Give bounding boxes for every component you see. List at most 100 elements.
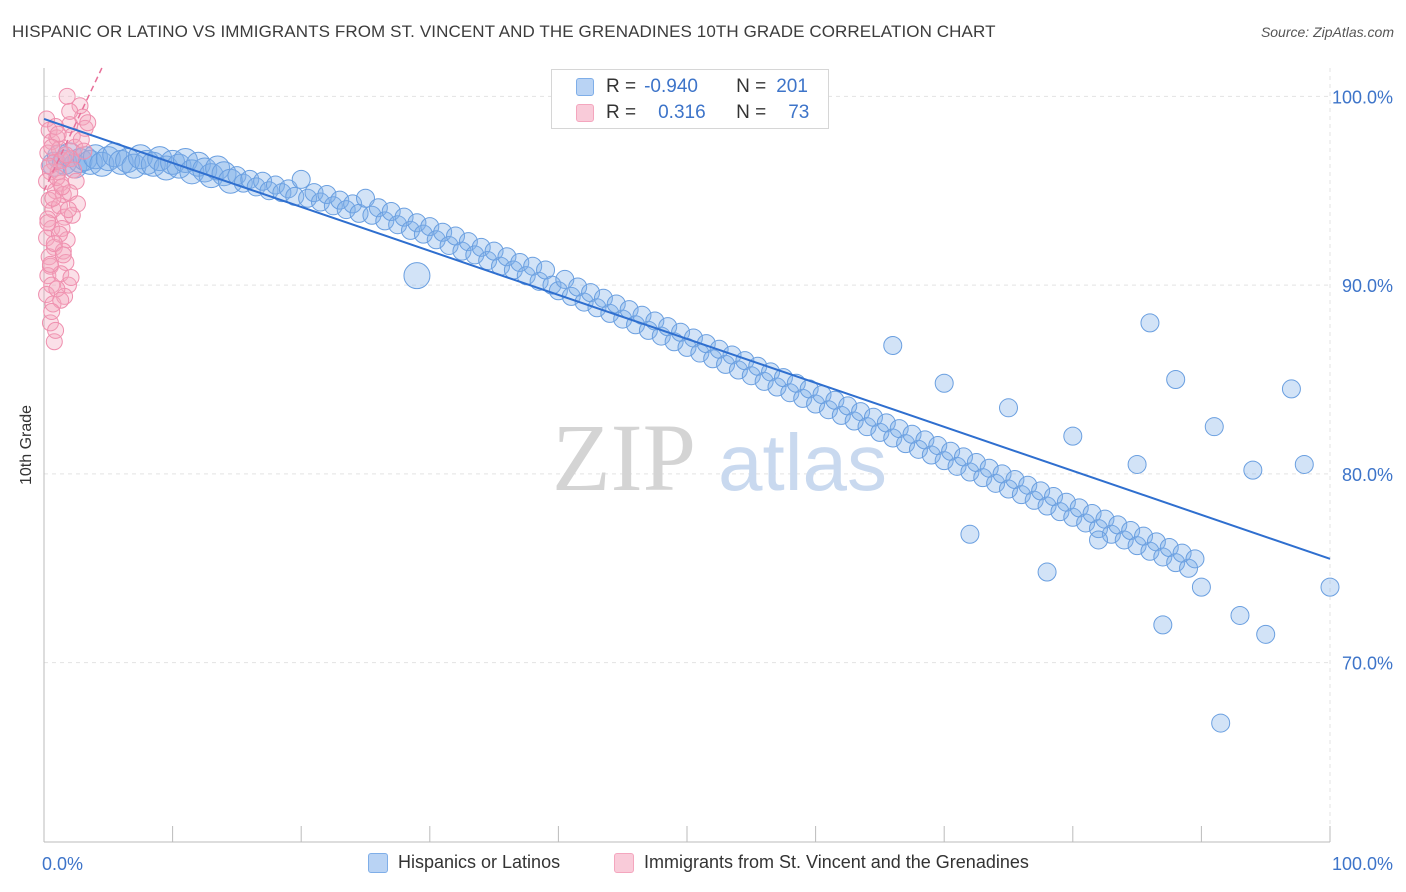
point-hispanics bbox=[716, 354, 736, 374]
point-hispanics bbox=[388, 215, 408, 235]
point-immigrants bbox=[54, 246, 72, 264]
point-hispanics bbox=[211, 161, 237, 187]
point-immigrants bbox=[43, 138, 61, 156]
point-hispanics bbox=[934, 373, 954, 393]
legend-item-immigrants[interactable]: Immigrants from St. Vincent and the Gren… bbox=[614, 852, 1029, 873]
point-hispanics bbox=[407, 213, 427, 233]
point-hispanics bbox=[883, 336, 903, 356]
stats-n-value: 201 bbox=[776, 76, 808, 97]
point-hispanics bbox=[703, 349, 723, 369]
point-hispanics bbox=[1281, 379, 1301, 399]
point-immigrants bbox=[61, 102, 79, 120]
point-immigrants bbox=[52, 291, 70, 309]
x-tick-labels: 0.0% 100.0% bbox=[42, 854, 1393, 874]
point-hispanics bbox=[960, 524, 980, 544]
point-hispanics bbox=[439, 235, 459, 255]
y-tick-label: 90.0% bbox=[1342, 276, 1393, 296]
trend-line-hispanics bbox=[43, 118, 1331, 560]
point-hispanics bbox=[452, 241, 472, 261]
point-hispanics bbox=[960, 462, 980, 482]
series-legend: Hispanics or Latinos Immigrants from St.… bbox=[0, 852, 1406, 878]
point-hispanics bbox=[1063, 507, 1083, 527]
legend-item-hispanics[interactable]: Hispanics or Latinos bbox=[368, 852, 560, 873]
point-hispanics bbox=[403, 262, 431, 290]
point-hispanics bbox=[401, 220, 421, 240]
stats-n-label: N = bbox=[736, 76, 767, 97]
point-immigrants bbox=[41, 255, 59, 273]
point-hispanics bbox=[664, 332, 684, 352]
axes bbox=[43, 68, 1331, 843]
x-tick-label: 0.0% bbox=[42, 854, 83, 874]
watermark-atlas: atlas bbox=[718, 418, 887, 507]
stats-n-label: N = bbox=[736, 102, 767, 123]
point-hispanics bbox=[179, 159, 205, 185]
point-hispanics bbox=[343, 194, 363, 214]
point-hispanics bbox=[265, 175, 285, 195]
point-hispanics bbox=[896, 434, 916, 454]
point-hispanics bbox=[1153, 547, 1173, 567]
point-immigrants bbox=[68, 195, 86, 213]
point-hispanics bbox=[999, 479, 1018, 499]
legend-swatch-immigrants bbox=[576, 104, 594, 122]
point-hispanics bbox=[291, 169, 311, 189]
stats-r-value: -0.940 bbox=[644, 76, 698, 97]
point-immigrants bbox=[47, 321, 65, 339]
point-immigrants bbox=[45, 235, 63, 253]
point-hispanics bbox=[310, 192, 330, 212]
point-hispanics bbox=[806, 394, 826, 414]
point-hispanics bbox=[883, 428, 903, 448]
point-hispanics bbox=[857, 417, 877, 437]
point-hispanics bbox=[728, 360, 748, 380]
legend-label-hispanics: Hispanics or Latinos bbox=[398, 852, 561, 872]
point-immigrants bbox=[39, 210, 57, 228]
point-hispanics bbox=[253, 171, 273, 191]
point-hispanics bbox=[973, 468, 993, 488]
point-hispanics bbox=[1230, 605, 1250, 625]
point-immigrants bbox=[57, 146, 75, 164]
point-hispanics bbox=[426, 230, 446, 250]
point-hispanics bbox=[278, 179, 298, 199]
y-tick-label: 80.0% bbox=[1342, 465, 1393, 485]
point-hispanics bbox=[548, 281, 568, 301]
point-hispanics bbox=[1127, 536, 1147, 556]
stats-r-value: 0.316 bbox=[658, 102, 706, 123]
point-immigrants bbox=[59, 201, 77, 219]
point-hispanics bbox=[870, 422, 890, 442]
stats-row-immigrants: R = 0.316 N = 73 bbox=[552, 100, 809, 126]
stats-n-value: 73 bbox=[788, 102, 810, 123]
stats-r-label: R = bbox=[606, 102, 637, 123]
point-immigrants bbox=[48, 280, 66, 298]
trend-line-immigrants bbox=[43, 67, 103, 192]
point-hispanics bbox=[1050, 502, 1070, 522]
y-tick-label: 100.0% bbox=[1332, 87, 1393, 107]
point-hispanics bbox=[1179, 558, 1199, 578]
point-hispanics bbox=[1076, 513, 1096, 533]
point-hispanics bbox=[818, 400, 838, 420]
point-hispanics bbox=[330, 190, 350, 210]
point-hispanics bbox=[1166, 369, 1186, 389]
point-hispanics bbox=[1037, 496, 1057, 516]
stats-r-label: R = bbox=[606, 76, 637, 97]
point-hispanics bbox=[638, 320, 658, 340]
x-tick-label: 100.0% bbox=[1332, 854, 1393, 874]
point-hispanics bbox=[1011, 485, 1031, 505]
point-hispanics bbox=[754, 371, 774, 391]
point-hispanics bbox=[1153, 615, 1173, 635]
stats-row-hispanics: R = -0.940 N = 201 bbox=[552, 74, 808, 100]
point-hispanics bbox=[741, 366, 761, 386]
legend-label-immigrants: Immigrants from St. Vincent and the Gren… bbox=[644, 852, 1029, 872]
point-hispanics bbox=[947, 456, 967, 476]
point-hispanics bbox=[574, 292, 594, 312]
legend-swatch-immigrants bbox=[614, 852, 634, 873]
point-hispanics bbox=[1185, 549, 1205, 569]
point-immigrants bbox=[53, 178, 71, 196]
legend-swatch-hispanics bbox=[576, 78, 594, 96]
point-immigrants bbox=[44, 189, 62, 207]
point-hispanics bbox=[986, 473, 1006, 493]
point-hispanics bbox=[780, 383, 800, 403]
point-hispanics bbox=[1140, 313, 1160, 333]
trend-lines bbox=[43, 67, 1331, 560]
point-hispanics bbox=[317, 184, 337, 204]
point-immigrants bbox=[62, 269, 80, 287]
